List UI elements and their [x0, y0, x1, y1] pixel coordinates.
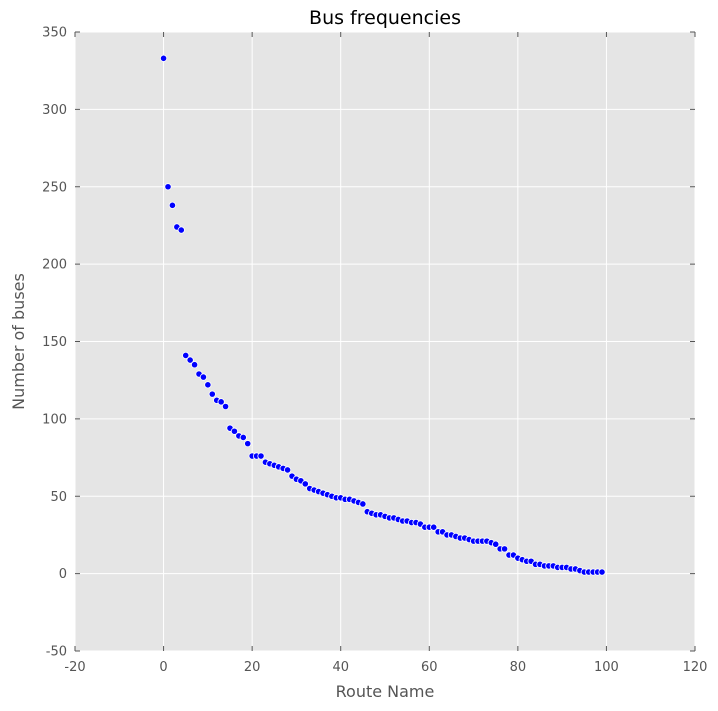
- data-point: [598, 568, 606, 576]
- y-tick-label: 50: [50, 490, 67, 505]
- x-tick-label: 0: [159, 660, 167, 675]
- y-axis-label: Number of buses: [9, 273, 28, 410]
- data-point: [159, 54, 168, 62]
- data-point: [186, 356, 194, 364]
- data-point: [221, 402, 230, 411]
- data-point: [283, 466, 292, 474]
- x-tick-label: 20: [244, 660, 261, 675]
- y-tick-label: 0: [59, 567, 67, 582]
- y-tick-label: 250: [42, 180, 67, 195]
- data-point: [359, 500, 367, 508]
- y-tick-label: 200: [42, 258, 67, 273]
- axis-ticks: -20 0 20 40 60 80 100 120 -50 0 50 100 150 200 250 300 3…: [42, 26, 707, 676]
- data-point: [244, 440, 252, 448]
- x-tick-label: 60: [421, 660, 438, 675]
- data-point: [500, 545, 509, 553]
- data-points: [159, 54, 606, 576]
- data-point: [257, 452, 265, 460]
- data-point: [190, 361, 199, 369]
- data-point: [430, 523, 438, 531]
- x-tick-label: 120: [683, 660, 708, 675]
- data-point: [177, 226, 185, 234]
- data-point: [301, 480, 309, 488]
- x-tick-label: 40: [332, 660, 349, 675]
- data-point: [168, 201, 177, 209]
- data-point: [208, 390, 216, 398]
- data-point: [164, 183, 172, 191]
- x-tick-label: 100: [594, 660, 619, 675]
- data-point: [204, 381, 212, 389]
- data-point: [182, 351, 190, 360]
- y-tick-label: 300: [42, 103, 67, 118]
- data-point: [230, 427, 239, 435]
- y-tick-label: 150: [42, 335, 67, 350]
- data-point: [239, 433, 247, 442]
- chart-title: Bus frequencies: [309, 7, 461, 29]
- data-point: [199, 373, 208, 381]
- data-point: [492, 540, 500, 548]
- y-tick-label: 350: [42, 26, 67, 41]
- x-axis-label: Route Name: [336, 682, 435, 701]
- x-tick-label: 80: [510, 660, 527, 675]
- x-tick-label: -20: [64, 660, 85, 675]
- y-tick-label: -50: [46, 645, 67, 660]
- data-point: [217, 398, 225, 406]
- y-tick-label: 100: [42, 412, 67, 427]
